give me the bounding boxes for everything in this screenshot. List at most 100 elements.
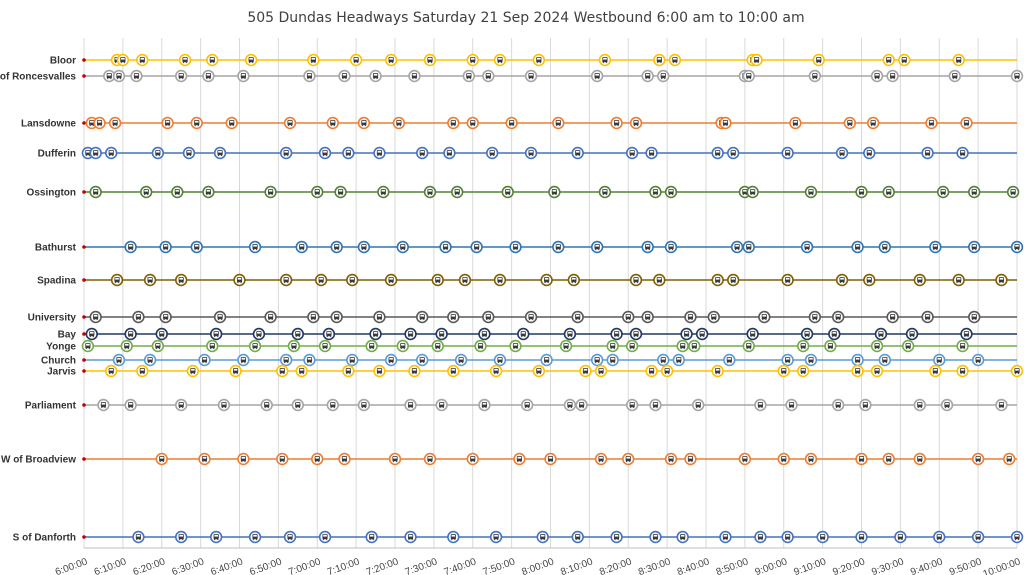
- x-tick-label: 6:20:00: [132, 556, 168, 575]
- bus-icon: [754, 398, 767, 412]
- bus-icon: [485, 146, 499, 160]
- bus-icon: [244, 53, 258, 67]
- bus-icon: [870, 69, 884, 83]
- bus-icon: [571, 146, 584, 160]
- bus-icon: [334, 185, 347, 199]
- bus-icon: [225, 116, 238, 130]
- bus-icon: [828, 327, 841, 341]
- bus-icon: [929, 240, 942, 254]
- start-point: [82, 315, 86, 319]
- bus-icon: [489, 530, 503, 544]
- bus-icon: [478, 398, 491, 412]
- bus-icon: [431, 339, 444, 353]
- bus-icon: [423, 53, 437, 67]
- bus-icon: [532, 53, 546, 67]
- x-tick-label: 9:00:00: [754, 556, 790, 575]
- x-tick-label: 7:30:00: [404, 556, 440, 575]
- bus-icon: [933, 530, 946, 544]
- x-tick-label: 7:40:00: [443, 556, 479, 575]
- bus-icon: [1006, 185, 1020, 199]
- bus-icon: [279, 353, 293, 367]
- bus-icon: [610, 530, 623, 544]
- bus-icon: [660, 364, 674, 378]
- x-tick-label: 8:10:00: [559, 556, 595, 575]
- bus-icon: [835, 146, 849, 160]
- bus-icon: [754, 530, 767, 544]
- bus-icon: [482, 69, 495, 83]
- bus-icon: [933, 353, 946, 367]
- bus-icon: [571, 530, 584, 544]
- stop-label-lansdowne: Lansdowne: [21, 119, 76, 130]
- bus-icon: [139, 185, 153, 199]
- bus-icon: [629, 116, 643, 130]
- bus-icon: [276, 452, 289, 466]
- bus-icon: [738, 452, 752, 466]
- bus-icon: [423, 185, 437, 199]
- stop-label-jarvis: Jarvis: [47, 367, 76, 378]
- bus-icon: [590, 353, 604, 367]
- stop-label-ossington: Ossington: [27, 188, 76, 199]
- bus-icon: [342, 146, 355, 160]
- stop-label-e-of-roncesvalles: E of Roncesvalles: [0, 72, 76, 83]
- x-tick-label: 6:30:00: [171, 556, 207, 575]
- bus-icon: [283, 116, 297, 130]
- bus-icon: [517, 327, 530, 341]
- x-tick-label: 8:00:00: [520, 556, 556, 575]
- bus-icon: [629, 273, 643, 287]
- start-point: [82, 121, 86, 125]
- bus-icon: [346, 273, 359, 287]
- bus-icon: [431, 273, 444, 287]
- bus-icon: [559, 339, 573, 353]
- bus-icon: [781, 353, 794, 367]
- bus-icon: [645, 364, 658, 378]
- bus-icon: [174, 530, 188, 544]
- bus-icon: [913, 452, 927, 466]
- bus-icon: [672, 353, 685, 367]
- bus-icon: [540, 273, 553, 287]
- bus-icon: [373, 364, 386, 378]
- bus-icon: [295, 240, 308, 254]
- bus-icon: [408, 364, 421, 378]
- stop-label-parliament: Parliament: [25, 401, 77, 412]
- bus-icon: [863, 146, 876, 160]
- start-point: [82, 278, 86, 282]
- bus-icon: [625, 398, 639, 412]
- bus-icon: [178, 53, 192, 67]
- bus-icon: [812, 53, 825, 67]
- bus-icon: [112, 353, 126, 367]
- bus-icon: [796, 364, 810, 378]
- bus-icon: [260, 398, 273, 412]
- x-tick-label: 9:50:00: [948, 556, 984, 575]
- bus-icon: [155, 327, 168, 341]
- stop-label-dufferin: Dufferin: [38, 149, 76, 160]
- bus-icon: [758, 310, 771, 324]
- bus-icon: [746, 185, 759, 199]
- bus-icon: [416, 146, 429, 160]
- start-point: [82, 358, 86, 362]
- bus-icon: [878, 353, 892, 367]
- bus-icon: [377, 185, 390, 199]
- bus-icon: [447, 116, 460, 130]
- bus-icon: [598, 53, 612, 67]
- bus-icon: [952, 273, 965, 287]
- bus-icon: [357, 240, 371, 254]
- bus-icon: [501, 185, 514, 199]
- bus-icon: [816, 530, 829, 544]
- bus-icon: [346, 353, 359, 367]
- bus-icon: [956, 146, 969, 160]
- bus-icon: [995, 273, 1008, 287]
- bus-icon: [451, 185, 464, 199]
- bus-icon: [843, 116, 857, 130]
- bus-icon: [657, 353, 670, 367]
- bus-icon: [742, 339, 755, 353]
- bus-icon: [318, 339, 332, 353]
- bus-icon: [590, 240, 604, 254]
- bus-icon: [855, 452, 868, 466]
- bus-icon: [447, 530, 460, 544]
- bus-icon: [349, 53, 363, 67]
- start-point: [82, 190, 86, 194]
- bus-icon: [796, 339, 810, 353]
- bus-icon: [416, 353, 429, 367]
- bus-icon: [365, 339, 378, 353]
